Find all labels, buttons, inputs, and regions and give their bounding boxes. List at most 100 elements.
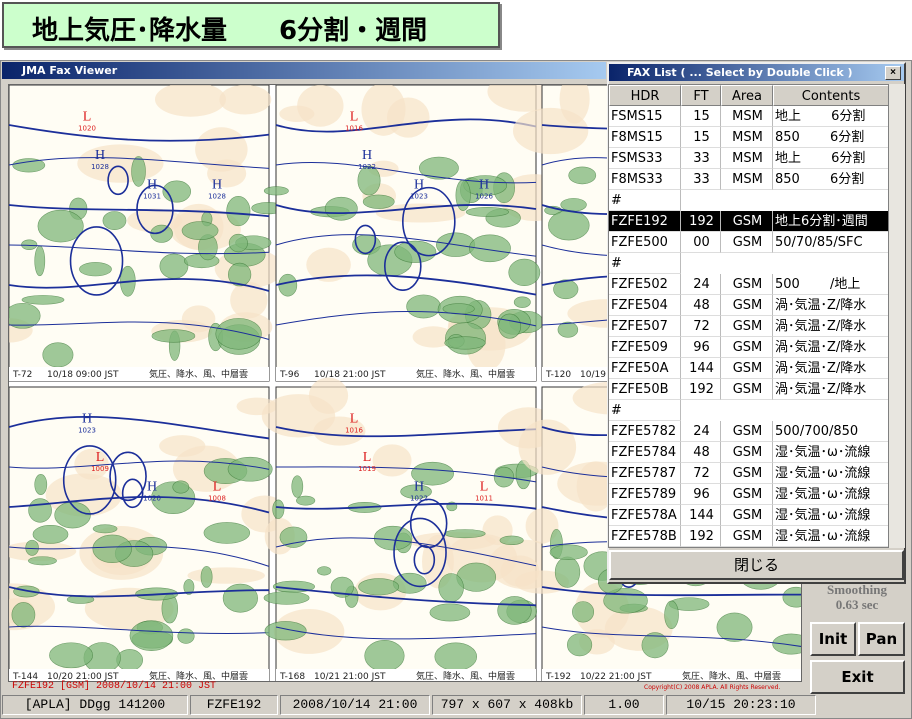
pan-button[interactable]: Pan [858, 622, 905, 656]
table-cell: FZFE50B [609, 379, 681, 400]
precip [32, 525, 69, 544]
precip [641, 632, 669, 659]
land [313, 416, 366, 446]
table-cell: FZFE5784 [609, 442, 681, 463]
land [361, 85, 406, 136]
exit-button[interactable]: Exit [810, 660, 905, 694]
table-row[interactable]: # [609, 400, 888, 421]
table-cell: 96 [681, 337, 721, 358]
table-cell: FZFE500 [609, 232, 681, 253]
table-row[interactable]: FZFE5789 96 GSM 湿･気温･ω･流線 [609, 484, 888, 505]
land [306, 247, 351, 282]
table-cell: 850 6分割 [773, 127, 888, 148]
table-row[interactable]: F8MS33 33 MSM 850 6分割 [609, 169, 888, 190]
isobar-ring [402, 186, 456, 257]
pressure-value: 1009 [91, 465, 109, 473]
panel-desc: 気圧、降水、風、中層雲 [149, 670, 248, 682]
pressure-value: 1011 [475, 495, 493, 503]
pressure-value: 1020 [143, 495, 161, 503]
table-cell: GSM [721, 463, 773, 484]
pressure-value: 1023 [410, 193, 428, 201]
precip [92, 524, 118, 534]
panel-desc: 気圧、降水、風、中層雲 [416, 670, 515, 682]
table-cell: GSM [721, 295, 773, 316]
isobar [9, 321, 270, 340]
isobar [275, 204, 537, 214]
table-row[interactable]: FZFE50A 144 GSM 渦･気温･Z/降水 [609, 358, 888, 379]
table-row[interactable]: FZFE5784 48 GSM 湿･気温･ω･流線 [609, 442, 888, 463]
precip [664, 600, 679, 629]
panel-time: 10/22 21:00 JST [580, 672, 652, 682]
isobar [275, 426, 537, 438]
isobar [275, 311, 537, 327]
map-caption: FZFE192 [GSM] 2008/10/14 21:00 JST [12, 681, 217, 692]
table-row[interactable]: FSMS15 15 MSM 地上 6分割 [609, 106, 888, 127]
dialog-close-x[interactable]: × [885, 66, 901, 80]
table-row[interactable]: FZFE500 00 GSM 50/70/85/SFC [609, 232, 888, 253]
table-row[interactable]: # [609, 253, 888, 274]
table-cell: FZFE578B [609, 526, 681, 547]
table-header: FT [681, 85, 721, 106]
isobar [541, 586, 801, 597]
table-cell: 渦･気温･Z/降水 [773, 358, 888, 379]
land [512, 107, 589, 155]
precip [150, 224, 173, 243]
table-cell: 渦･気温･Z/降水 [773, 295, 888, 316]
table-cell: FZFE5782 [609, 421, 681, 442]
table-cell: 192 [681, 211, 721, 232]
table-row[interactable]: FZFE578B 192 GSM 湿･気温･ω･流線 [609, 526, 888, 547]
table-row[interactable]: FZFE5782 24 GSM 500/700/850 [609, 421, 888, 442]
close-button[interactable]: 閉じる [609, 550, 904, 580]
precip [228, 233, 248, 253]
precip [296, 495, 316, 506]
pressure-value: 1031 [143, 193, 161, 201]
table-row[interactable]: FZFE502 24 GSM 500 /地上 [609, 274, 888, 295]
table-row[interactable]: FZFE504 48 GSM 渦･気温･Z/降水 [609, 295, 888, 316]
land [412, 326, 455, 348]
pressure-value: 1028 [208, 193, 226, 201]
precip [181, 221, 219, 241]
table-row[interactable]: FZFE509 96 GSM 渦･気温･Z/降水 [609, 337, 888, 358]
panel-time: 10/18 09:00 JST [47, 370, 119, 380]
pressure-symbol: L [213, 480, 222, 495]
table-row[interactable]: FSMS33 33 MSM 地上 6分割 [609, 148, 888, 169]
table-row[interactable]: FZFE5787 72 GSM 湿･気温･ω･流線 [609, 463, 888, 484]
init-button[interactable]: Init [810, 622, 856, 656]
table-cell: GSM [721, 526, 773, 547]
table-cell: # [609, 400, 681, 421]
pressure-symbol: L [363, 450, 372, 465]
table-row[interactable]: # [609, 190, 888, 211]
pressure-symbol: L [350, 412, 359, 427]
table-cell: GSM [721, 232, 773, 253]
fax-table: HDR FT Area Contents FSMS15 15 MSM 地上 6分割 F8MS15… [608, 84, 889, 548]
table-cell: 15 [681, 127, 721, 148]
table-cell: GSM [721, 505, 773, 526]
status-cell: 797 x 607 x 408kb [432, 695, 582, 715]
isobar [275, 586, 537, 607]
table-row[interactable]: FZFE578A 144 GSM 湿･気温･ω･流線 [609, 505, 888, 526]
table-cell: GSM [721, 358, 773, 379]
table-row[interactable]: FZFE507 72 GSM 渦･気温･Z/降水 [609, 316, 888, 337]
isobar [275, 502, 537, 510]
precip [567, 633, 593, 657]
isobar [275, 118, 537, 133]
isobar [9, 586, 270, 598]
table-cell: 192 [681, 526, 721, 547]
panel-desc: 気圧、降水、風、中層雲 [682, 670, 781, 682]
isobar-ring [383, 241, 422, 292]
land [74, 448, 109, 480]
table-row[interactable]: FZFE50B 192 GSM 渦･気温･Z/降水 [609, 379, 888, 400]
table-row[interactable]: F8MS15 15 MSM 850 6分割 [609, 127, 888, 148]
pressure-value: 1016 [345, 427, 363, 435]
scrollbar[interactable] [889, 84, 905, 548]
table-cell: 湿･気温･ω･流線 [773, 505, 888, 526]
panel-time: 10/21 21:00 JST [314, 672, 386, 682]
land [525, 508, 559, 544]
copyright: Copyright(C) 2008 APLA. All Rights Reser… [644, 684, 781, 691]
pressure-value: 1028 [91, 163, 109, 171]
panel-caption-bg [9, 669, 269, 681]
table-cell: GSM [721, 274, 773, 295]
table-row[interactable]: FZFE192 192 GSM 地上6分割･週間 [609, 211, 888, 232]
table-cell: GSM [721, 316, 773, 337]
smoothing-label: Smoothing [827, 582, 887, 597]
